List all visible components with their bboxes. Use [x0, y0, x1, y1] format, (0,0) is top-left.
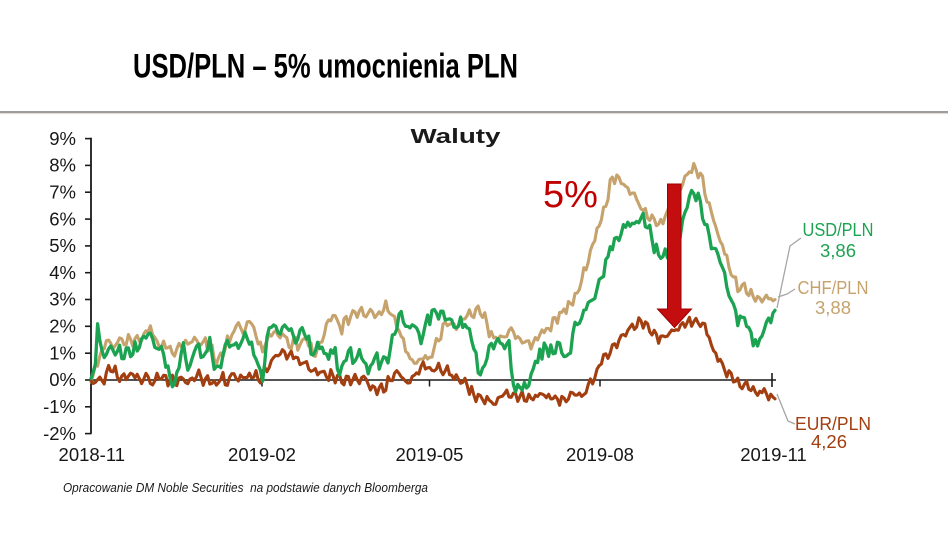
svg-text:Waluty: Waluty: [411, 125, 502, 148]
svg-text:-1%: -1%: [43, 396, 76, 417]
svg-text:5%: 5%: [543, 174, 598, 216]
svg-text:5%: 5%: [49, 235, 76, 256]
svg-text:2%: 2%: [49, 316, 76, 337]
svg-text:2019-05: 2019-05: [396, 444, 464, 465]
svg-text:2019-02: 2019-02: [228, 444, 296, 465]
svg-text:8%: 8%: [49, 155, 76, 176]
svg-text:EUR/PLN: EUR/PLN: [795, 413, 871, 434]
svg-text:-2%: -2%: [43, 423, 76, 444]
svg-text:USD/PLN: USD/PLN: [803, 219, 874, 240]
svg-text:2019-11: 2019-11: [740, 444, 807, 465]
svg-text:9%: 9%: [49, 128, 76, 149]
svg-text:Opracowanie DM Noble Securitie: Opracowanie DM Noble Securities na podst…: [63, 480, 428, 495]
svg-text:3%: 3%: [49, 289, 76, 310]
svg-text:USD/PLN – 5% umocnienia PLN: USD/PLN – 5% umocnienia PLN: [133, 48, 518, 86]
svg-text:6%: 6%: [49, 208, 76, 229]
svg-text:4,26: 4,26: [811, 431, 847, 452]
svg-text:7%: 7%: [49, 181, 76, 202]
svg-text:0%: 0%: [49, 369, 76, 390]
svg-text:1%: 1%: [49, 342, 76, 363]
svg-text:2018-11: 2018-11: [59, 444, 126, 465]
svg-text:3,88: 3,88: [815, 297, 851, 318]
svg-text:2019-08: 2019-08: [566, 444, 634, 465]
svg-text:CHF/PLN: CHF/PLN: [798, 277, 869, 298]
svg-text:3,86: 3,86: [820, 240, 856, 261]
svg-text:4%: 4%: [49, 262, 76, 283]
